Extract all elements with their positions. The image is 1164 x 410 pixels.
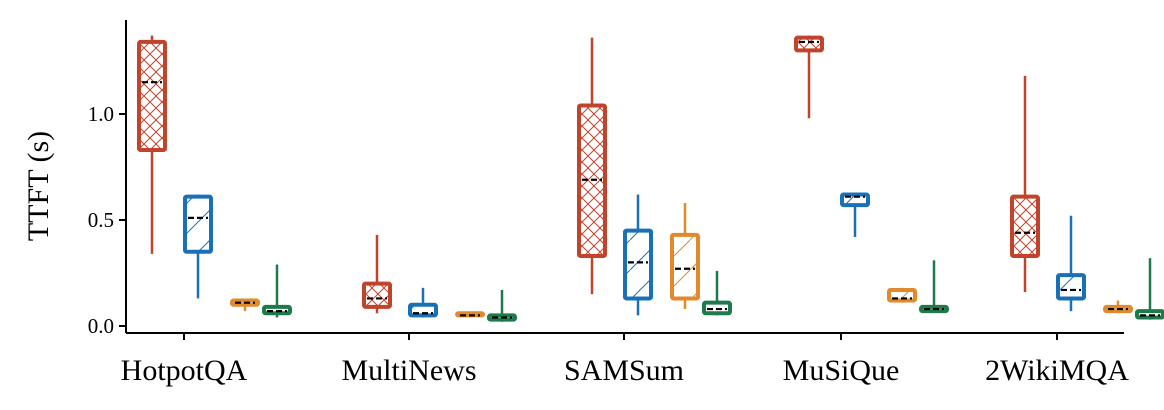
box-plot-group [455,311,485,318]
box-plot-group [487,289,517,322]
box-plot-group [262,264,292,318]
box-plot-group [623,194,653,316]
box-plot-group [919,260,949,314]
box-plot-group [702,270,732,316]
box [362,281,392,309]
box-plot-group [670,203,700,310]
box-plot-group [887,287,917,303]
box-plot-group [408,287,438,318]
box [1056,273,1086,301]
axes: 0.0 0.5 1.0 HotpotQA MultiNews SAMSum MuSiQue 2… [88,20,1129,387]
x-tick-label: SAMSum [564,354,684,387]
box-plot-group [137,35,167,254]
box [1135,309,1164,320]
y-tick-label: 0.0 [88,314,114,338]
box [1010,194,1040,259]
box [919,304,949,314]
box [262,304,292,316]
box [487,313,517,322]
box-plot-group [794,35,824,119]
x-tick-label: MultiNews [342,354,477,387]
x-tick-label: 2WikiMQA [985,354,1129,387]
box-plot-group [840,192,870,237]
y-tick-label: 1.0 [88,102,114,126]
box-plot-group [577,37,607,295]
plot-area [137,35,1164,322]
box [183,194,213,254]
box [670,232,700,301]
box [623,228,653,301]
x-tick-label: MuSiQue [783,354,900,387]
box-plot-group [1135,258,1164,320]
box-plot-group [230,298,260,312]
box [137,39,167,153]
y-axis-title: TTFT (s) [22,131,55,241]
box-plot-group [1056,215,1086,312]
box-plot-group [1010,75,1040,293]
box-plot-group [362,234,392,314]
box-plot-group [183,194,213,299]
y-tick-label: 0.5 [88,208,114,232]
box [702,300,732,316]
box [794,35,824,53]
x-tick-label: HotpotQA [121,354,248,387]
box-plot-group [1103,300,1133,314]
